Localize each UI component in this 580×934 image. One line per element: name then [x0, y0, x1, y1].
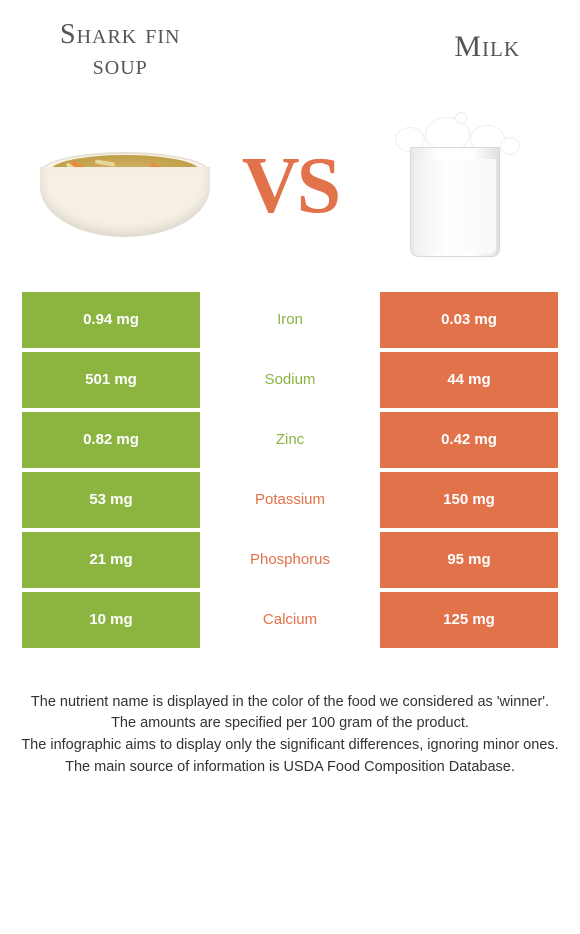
table-row: 10 mg Calcium 125 mg	[22, 592, 558, 648]
cell-nutrient: Calcium	[200, 592, 380, 648]
cell-left: 501 mg	[22, 352, 200, 408]
cell-nutrient: Iron	[200, 292, 380, 348]
table-row: 0.82 mg Zinc 0.42 mg	[22, 412, 558, 468]
cell-right: 150 mg	[380, 472, 558, 528]
cell-left: 53 mg	[22, 472, 200, 528]
title-right: Milk	[454, 20, 520, 82]
footer-notes: The nutrient name is displayed in the co…	[0, 652, 580, 779]
cell-right: 125 mg	[380, 592, 558, 648]
footer-line: The amounts are specified per 100 gram o…	[20, 713, 560, 735]
title-left-line2: soup	[60, 51, 180, 82]
nutrient-table: 0.94 mg Iron 0.03 mg 501 mg Sodium 44 mg…	[0, 292, 580, 648]
footer-line: The infographic aims to display only the…	[20, 735, 560, 757]
cell-right: 44 mg	[380, 352, 558, 408]
title-left: Shark fin soup	[60, 20, 180, 82]
table-row: 501 mg Sodium 44 mg	[22, 352, 558, 408]
soup-image	[30, 112, 220, 262]
cell-nutrient: Sodium	[200, 352, 380, 408]
table-row: 53 mg Potassium 150 mg	[22, 472, 558, 528]
footer-line: The nutrient name is displayed in the co…	[20, 692, 560, 714]
cell-right: 95 mg	[380, 532, 558, 588]
milk-image	[360, 112, 550, 262]
footer-line: The main source of information is USDA F…	[20, 757, 560, 779]
header: Shark fin soup Milk	[0, 0, 580, 92]
cell-left: 21 mg	[22, 532, 200, 588]
cell-right: 0.42 mg	[380, 412, 558, 468]
cell-nutrient: Zinc	[200, 412, 380, 468]
table-row: 0.94 mg Iron 0.03 mg	[22, 292, 558, 348]
cell-nutrient: Phosphorus	[200, 532, 380, 588]
vs-label: VS	[242, 141, 338, 232]
cell-nutrient: Potassium	[200, 472, 380, 528]
cell-left: 10 mg	[22, 592, 200, 648]
table-row: 21 mg Phosphorus 95 mg	[22, 532, 558, 588]
title-left-line1: Shark fin	[60, 20, 180, 51]
cell-right: 0.03 mg	[380, 292, 558, 348]
cell-left: 0.94 mg	[22, 292, 200, 348]
images-row: VS	[0, 92, 580, 292]
cell-left: 0.82 mg	[22, 412, 200, 468]
